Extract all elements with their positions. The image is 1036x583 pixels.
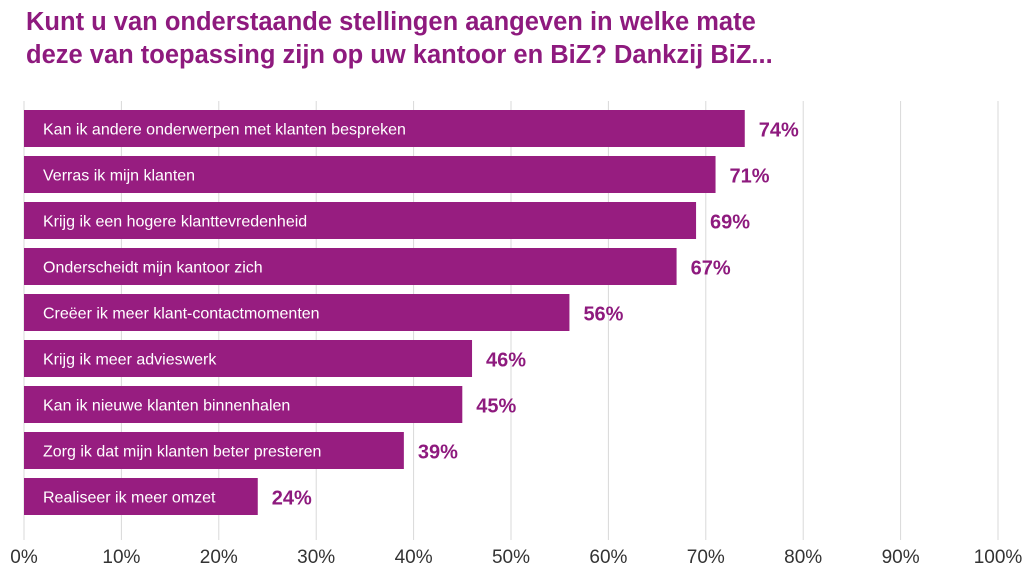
value-label: 24% <box>272 488 312 510</box>
x-tick-label: 60% <box>589 547 627 568</box>
category-label: Kan ik andere onderwerpen met klanten be… <box>43 122 406 139</box>
bar <box>24 478 258 515</box>
value-label: 56% <box>583 304 623 326</box>
value-label: 69% <box>710 212 750 234</box>
category-label: Creëer ik meer klant-contactmomenten <box>43 306 320 323</box>
x-tick-label: 20% <box>200 547 238 568</box>
category-label: Onderscheidt mijn kantoor zich <box>43 260 263 277</box>
chart-title: Kunt u van onderstaande stellingen aange… <box>26 6 1026 72</box>
bars <box>24 110 745 515</box>
bar <box>24 156 716 193</box>
value-labels: 74% 71% 69% 67% 56% 46% 45% 39% 24% <box>272 120 799 510</box>
x-tick-label: 10% <box>102 547 140 568</box>
value-label: 67% <box>691 258 731 280</box>
bar <box>24 248 677 285</box>
category-label: Kan ik nieuwe klanten binnenhalen <box>43 398 290 415</box>
category-label: Verras ik mijn klanten <box>43 168 195 185</box>
x-tick-label: 100% <box>974 547 1023 568</box>
bar <box>24 386 463 423</box>
x-tick-label: 90% <box>882 547 920 568</box>
value-label: 45% <box>476 396 516 418</box>
value-label: 74% <box>759 120 799 142</box>
bar <box>24 340 473 377</box>
x-axis-tick-labels: 0% 10% 20% 30% 40% 50% 60% 70% 80% 90% 100% <box>10 547 1022 568</box>
x-tick-label: 50% <box>492 547 530 568</box>
bar <box>24 294 570 331</box>
category-label: Realiseer ik meer omzet <box>43 490 216 507</box>
x-tick-label: 40% <box>395 547 433 568</box>
value-label: 71% <box>730 166 770 188</box>
x-tick-label: 70% <box>687 547 725 568</box>
bar <box>24 110 745 147</box>
bar <box>24 202 697 239</box>
x-tick-label: 30% <box>297 547 335 568</box>
x-tick-label: 0% <box>10 547 38 568</box>
chart-title-line-1: Kunt u van onderstaande stellingen aange… <box>26 8 756 36</box>
bar <box>24 432 404 469</box>
value-label: 39% <box>418 442 458 464</box>
category-labels: Kan ik andere onderwerpen met klanten be… <box>43 122 406 507</box>
chart-title-line-2: deze van toepassing zijn op uw kantoor e… <box>26 41 773 69</box>
category-label: Zorg ik dat mijn klanten beter presteren <box>43 444 321 461</box>
x-tick-label: 80% <box>784 547 822 568</box>
category-label: Krijg ik meer advieswerk <box>43 352 217 369</box>
value-label: 46% <box>486 350 526 372</box>
category-label: Krijg ik een hogere klanttevredenheid <box>43 214 307 231</box>
